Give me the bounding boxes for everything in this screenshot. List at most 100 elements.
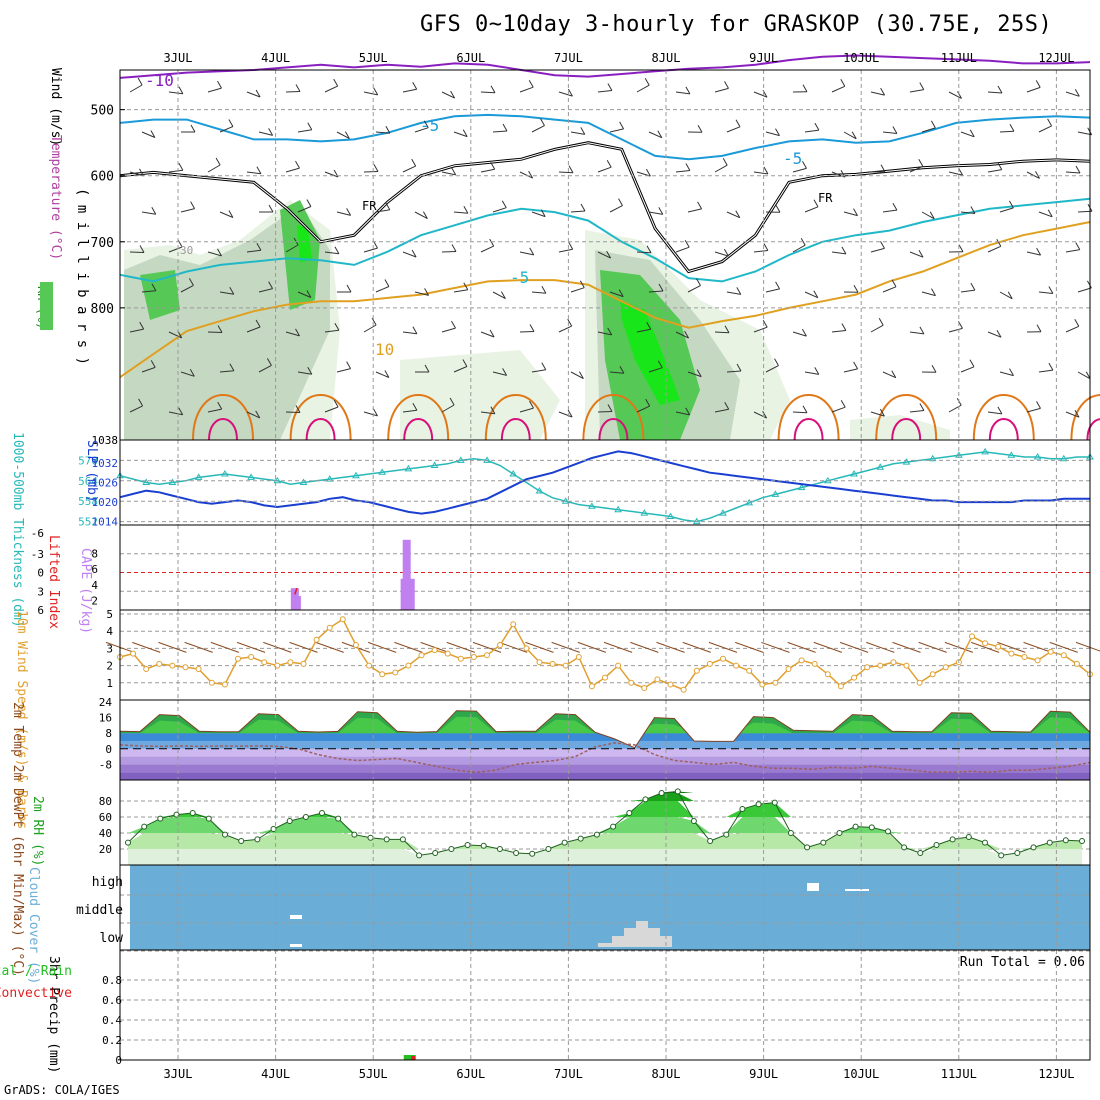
wind-barb-flag [851, 131, 857, 140]
wind-barb-flag [541, 362, 547, 371]
rh-marker [982, 839, 988, 846]
wind-barb [804, 206, 819, 213]
wind-barb [129, 405, 143, 413]
wind-barb-flag [501, 200, 507, 208]
rh-marker [642, 796, 649, 803]
wind-barb-flag [645, 398, 651, 407]
wind-speed-marker [156, 660, 163, 667]
wind-speed-marker [418, 652, 425, 659]
wind-barb [531, 291, 546, 294]
wind-barb [168, 91, 183, 95]
wind-speed-marker [287, 659, 294, 666]
wind-barb [141, 131, 156, 138]
temp-tick-label: 16 [99, 712, 112, 725]
wind-speed-marker [484, 652, 490, 659]
rh-marker [917, 850, 924, 856]
cape-tick-label: 8 [91, 548, 98, 561]
wind-barb [324, 171, 339, 178]
wind10m-barb [630, 641, 659, 653]
contour-label: -5 [510, 268, 529, 287]
wind-speed-marker [864, 664, 871, 671]
wind-barb-flag [774, 358, 779, 366]
wind-barb [453, 366, 468, 373]
wind-barb-flag [1036, 324, 1042, 333]
wind-barb [960, 366, 975, 373]
wind-barb-flag [373, 87, 379, 96]
wind-barb-flag [997, 85, 1003, 94]
rh-marker [868, 824, 875, 831]
rh-legend-swatch [40, 282, 53, 330]
wind-speed-marker [1047, 648, 1054, 655]
wind-tick-label: 5 [106, 608, 113, 621]
bottom-date-label: 9JUL [749, 1067, 778, 1081]
wind-barb-flag [139, 245, 145, 253]
rh-marker [351, 831, 358, 838]
wind-barb-flag [500, 291, 506, 299]
wind-barb [1026, 407, 1041, 413]
wind-speed-marker [169, 662, 176, 669]
wind-barb-flag [735, 119, 741, 128]
wind-barb-flag [685, 163, 691, 171]
wind-barb-flag [489, 329, 495, 338]
wind10m-barb [918, 641, 947, 653]
thickness-marker [640, 509, 649, 516]
wind-barb-flag [139, 168, 144, 177]
wind-barb-flag [607, 404, 613, 412]
wind-barb [285, 91, 301, 93]
wind-barb [909, 331, 924, 335]
wind-barb [207, 87, 222, 93]
wind-barb [492, 207, 507, 213]
wind-barb [726, 126, 741, 133]
wind-speed-marker [392, 669, 399, 676]
wind-barb-flag [451, 244, 457, 252]
wind-barb [441, 251, 457, 253]
rh-marker [1030, 844, 1037, 851]
cape-bar [406, 578, 415, 610]
cape-tick-label: 6 [91, 563, 98, 576]
rh-marker [319, 810, 325, 816]
top-date-label: 10JUL [843, 51, 879, 65]
thickness-marker [876, 463, 885, 470]
wind10m-barb [158, 641, 187, 653]
wind-barb [597, 166, 612, 173]
rh-marker [739, 806, 746, 812]
wind10m-barb [394, 641, 423, 653]
rh-marker [755, 801, 762, 808]
wind10m-barb [603, 641, 633, 653]
rh-marker [496, 846, 503, 852]
pressure-tick-label: 500 [91, 104, 114, 119]
rh-marker [399, 836, 406, 843]
wind-speed-marker [313, 636, 320, 643]
wind-speed-marker [248, 654, 255, 660]
wind-barb [882, 371, 897, 379]
wind-speed-marker [602, 674, 608, 681]
rh-marker [222, 831, 228, 838]
wind-speed-marker [798, 657, 805, 664]
temp-warm-fill-2 [120, 716, 1090, 734]
rh-marker [804, 844, 811, 851]
wind-barb [1026, 86, 1041, 93]
wind-barb [792, 331, 807, 337]
wind-speed-marker [366, 662, 373, 669]
wind-barb-flag [696, 278, 701, 286]
wind-barb-flag [384, 370, 390, 378]
wind-barb [882, 209, 897, 213]
wind-barb-flag [373, 164, 379, 172]
wind-barb [870, 324, 884, 333]
warm-arch-contour [192, 394, 254, 441]
wind-barb-flag [800, 237, 806, 246]
wind-barb [363, 91, 378, 96]
wind-barb [402, 409, 417, 413]
wind-barb [558, 325, 572, 333]
wind-barb [948, 171, 963, 176]
wind-speed-marker [903, 662, 910, 669]
wind-barb [402, 331, 417, 335]
thickness-marker [299, 478, 308, 485]
contour-label: -10 [145, 71, 174, 90]
wind-barb-flag [1009, 368, 1014, 376]
grads-credit: GrADS: COLA/IGES [4, 1083, 120, 1097]
wind-barb-flag [1074, 409, 1080, 418]
wind-barb-flag [891, 279, 897, 288]
wind-barb [831, 251, 846, 255]
rh-marker [658, 790, 665, 796]
